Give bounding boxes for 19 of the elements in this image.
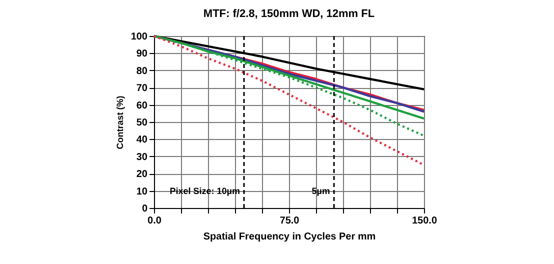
y-tick-label: 50: [136, 118, 148, 128]
y-tick-label: 20: [136, 169, 148, 180]
y-tick-label: 90: [136, 48, 148, 60]
y-tick-label: 10: [136, 186, 148, 198]
y-tick-label: 0: [142, 204, 148, 214]
y-tick-label: 80: [136, 66, 148, 77]
x-axis-title: Spatial Frequency in Cycles Per mm: [203, 232, 376, 242]
y-tick-label: 70: [136, 83, 148, 94]
y-tick-label: 60: [136, 100, 148, 112]
y-tick-label: 30: [136, 152, 148, 163]
chart-title: MTF: f/2.8, 150mm WD, 12mm FL: [203, 8, 375, 20]
annotation: Pixel Size: 10µm: [170, 186, 240, 196]
x-tick-label: 0.0: [148, 216, 162, 226]
x-tick-label: 150.0: [412, 216, 438, 226]
annotation: 5µm: [312, 186, 330, 196]
y-tick-label: 100: [130, 32, 148, 42]
y-axis-title: Contrast (%): [114, 96, 125, 150]
y-tick-label: 40: [136, 134, 148, 146]
x-tick-label: 75.0: [280, 216, 300, 226]
